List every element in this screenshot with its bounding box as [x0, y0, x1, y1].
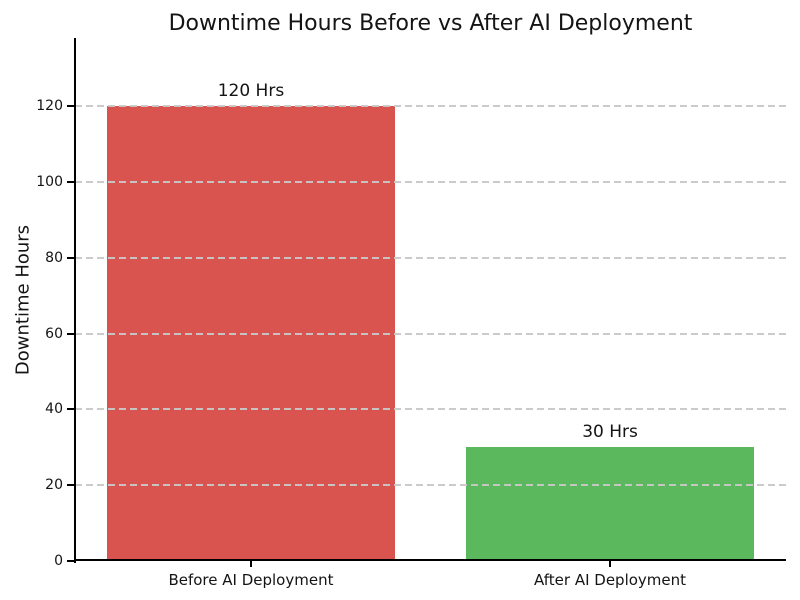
y-tick-label: 80 — [45, 249, 63, 266]
y-tick-label: 100 — [36, 174, 63, 190]
y-tick-label: 0 — [54, 553, 63, 569]
gridline-y-80 — [75, 256, 786, 259]
y-tick-label: 20 — [45, 477, 63, 494]
y-tick-label: 120 — [36, 98, 63, 115]
gridline-y-100 — [75, 181, 786, 183]
y-axis-tick — [67, 256, 74, 259]
y-axis-tick — [67, 408, 74, 411]
x-axis-tick — [249, 561, 252, 567]
y-axis-tick — [67, 560, 74, 562]
y-tick-label: 40 — [45, 401, 63, 418]
y-axis-tick — [67, 484, 74, 487]
gridline-y-60 — [75, 332, 786, 335]
gridline-y-120 — [75, 105, 786, 108]
x-tick-label: Before AI Deployment — [168, 571, 334, 589]
gridline-y-40 — [75, 408, 786, 411]
bar-value-label: 120 Hrs — [217, 81, 285, 102]
y-axis-line — [74, 38, 76, 563]
plot-area: 0 20 40 60 80 100 120 Before AI Deployment After… — [36, 38, 786, 589]
y-axis-tick — [67, 332, 74, 335]
x-axis-line — [74, 559, 786, 561]
bar-value-label: 30 Hrs — [582, 422, 638, 443]
y-axis-tick — [67, 105, 74, 108]
gridline-y-20 — [75, 484, 786, 487]
bar-1 — [466, 447, 754, 561]
y-tick-label: 60 — [45, 325, 63, 342]
y-axis-tick — [67, 181, 74, 183]
x-axis-tick — [609, 561, 612, 567]
chart-title: Downtime Hours Before vs After AI Deploy… — [168, 11, 693, 36]
x-tick-label: After AI Deployment — [534, 571, 687, 589]
